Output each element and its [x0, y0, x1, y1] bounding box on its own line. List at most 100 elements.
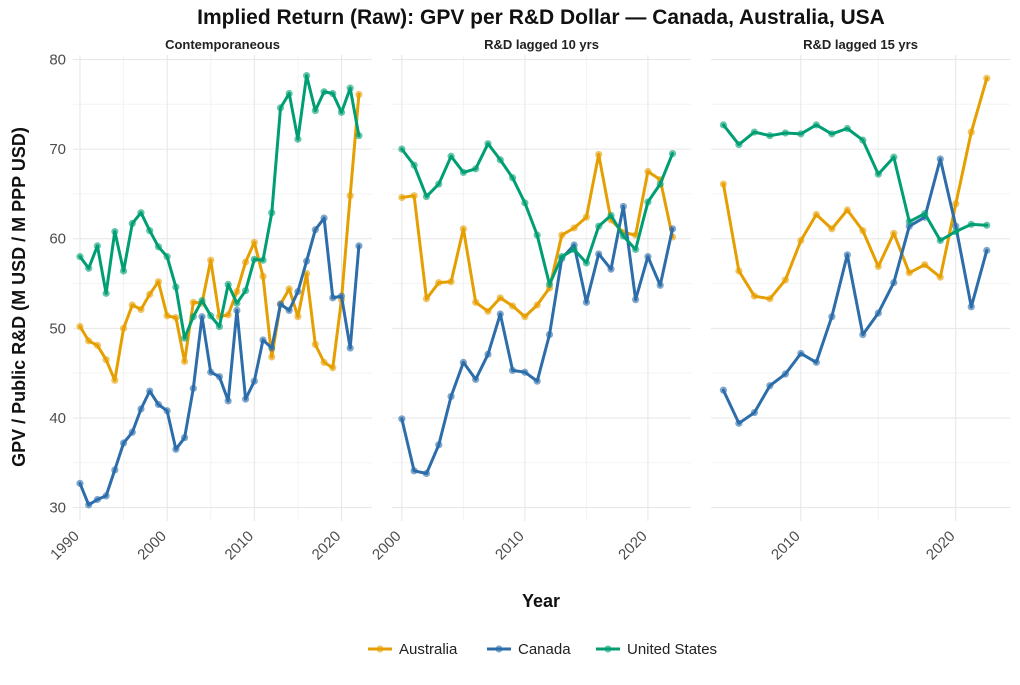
data-point-canada	[874, 309, 882, 317]
y-tick-label: 30	[49, 500, 66, 517]
data-point-canada	[828, 313, 836, 321]
data-point-united-states	[983, 221, 991, 229]
data-point-australia	[936, 273, 944, 281]
data-point-united-states	[936, 236, 944, 245]
data-point-australia	[242, 258, 250, 266]
data-point-canada	[533, 377, 541, 385]
data-point-canada	[224, 397, 232, 405]
data-point-canada	[545, 331, 554, 339]
data-point-united-states	[828, 130, 836, 138]
y-tick-label: 70	[49, 141, 66, 158]
data-point-canada	[719, 386, 727, 394]
data-point-united-states	[781, 129, 789, 137]
data-point-australia	[320, 358, 328, 366]
data-point-united-states	[843, 124, 851, 133]
legend-label-australia: Australia	[399, 641, 458, 658]
data-point-united-states	[285, 89, 293, 98]
data-point-united-states	[128, 219, 136, 228]
data-point-canada	[435, 441, 443, 449]
data-point-united-states	[533, 231, 541, 239]
data-point-united-states	[967, 220, 975, 228]
data-point-united-states	[215, 322, 224, 331]
panel-1: Contemporaneous 30 40 50 60 70 80 1990 2000 2010 2…	[47, 37, 372, 563]
data-point-australia	[967, 128, 975, 136]
x-tick-label: 2010	[768, 528, 804, 564]
y-tick-label: 80	[49, 51, 66, 68]
data-point-australia	[119, 324, 128, 332]
data-point-australia	[163, 312, 171, 320]
data-point-united-states	[250, 255, 258, 263]
data-point-united-states	[656, 180, 664, 188]
data-point-united-states	[410, 161, 418, 169]
data-point-united-states	[76, 253, 84, 261]
data-point-canada	[311, 226, 319, 234]
chart-title: Implied Return (Raw): GPV per R&D Dollar…	[197, 6, 885, 29]
data-point-united-states	[766, 132, 774, 140]
data-point-australia	[102, 356, 110, 364]
data-point-united-states	[146, 227, 154, 235]
data-point-united-states	[172, 283, 180, 291]
data-point-united-states	[163, 253, 171, 261]
data-point-canada	[859, 331, 867, 339]
data-point-australia	[558, 231, 566, 239]
data-point-united-states	[447, 152, 455, 160]
data-point-canada	[766, 382, 774, 390]
data-point-canada	[198, 313, 206, 321]
data-point-canada	[242, 395, 250, 403]
data-point-australia	[859, 227, 867, 235]
data-point-canada	[207, 368, 215, 376]
data-point-canada	[781, 370, 789, 378]
data-point-canada	[146, 387, 154, 395]
data-point-canada	[496, 310, 504, 318]
y-tick-label: 60	[49, 231, 66, 248]
panel-strip-label: R&D lagged 15 yrs	[803, 37, 918, 52]
data-point-canada	[459, 358, 467, 366]
data-point-united-states	[137, 209, 145, 217]
data-point-united-states	[921, 210, 929, 218]
data-point-united-states	[337, 108, 346, 116]
x-tick-label: 2000	[369, 528, 405, 564]
data-point-australia	[828, 225, 836, 233]
x-tick-label: 2010	[492, 528, 528, 564]
x-axis-title: Year	[522, 591, 560, 611]
data-point-australia	[750, 292, 758, 300]
data-point-united-states	[242, 287, 250, 295]
data-point-australia	[259, 272, 267, 280]
legend-key-point-canada	[495, 645, 503, 653]
data-point-canada	[163, 407, 171, 415]
data-point-canada	[812, 358, 820, 366]
data-point-canada	[750, 408, 758, 417]
data-point-australia	[644, 167, 652, 176]
panel-2: R&D lagged 10 yrs 2000 2010 2020	[369, 37, 691, 563]
data-point-canada	[337, 292, 346, 300]
data-point-australia	[983, 74, 991, 82]
data-point-australia	[843, 206, 851, 214]
data-point-australia	[781, 276, 789, 284]
data-point-united-states	[632, 245, 640, 254]
data-point-united-states	[346, 84, 354, 92]
data-point-united-states	[619, 232, 627, 240]
data-point-australia	[508, 302, 517, 310]
data-point-united-states	[521, 199, 529, 207]
legend-key-point-australia	[376, 645, 384, 653]
data-point-united-states	[570, 245, 578, 254]
data-point-australia	[735, 267, 743, 275]
x-tick-label: 2020	[615, 528, 651, 564]
panels-layer: Contemporaneous 30 40 50 60 70 80 1990 2000 2010 2…	[47, 37, 1010, 563]
data-point-australia	[207, 256, 215, 264]
data-point-australia	[329, 364, 337, 372]
data-point-united-states	[644, 198, 652, 206]
data-point-united-states	[952, 227, 960, 236]
data-point-australia	[154, 278, 163, 286]
data-point-united-states	[259, 256, 267, 264]
data-point-canada	[890, 279, 898, 287]
data-point-united-states	[668, 149, 677, 158]
data-point-canada	[967, 303, 975, 311]
data-point-united-states	[102, 289, 110, 297]
data-point-canada	[102, 492, 110, 500]
data-point-canada	[215, 373, 224, 381]
y-axis-title: GPV / Public R&D (M USD / M PPP USD)	[9, 127, 29, 467]
data-point-australia	[146, 290, 154, 298]
data-point-united-states	[459, 168, 467, 176]
